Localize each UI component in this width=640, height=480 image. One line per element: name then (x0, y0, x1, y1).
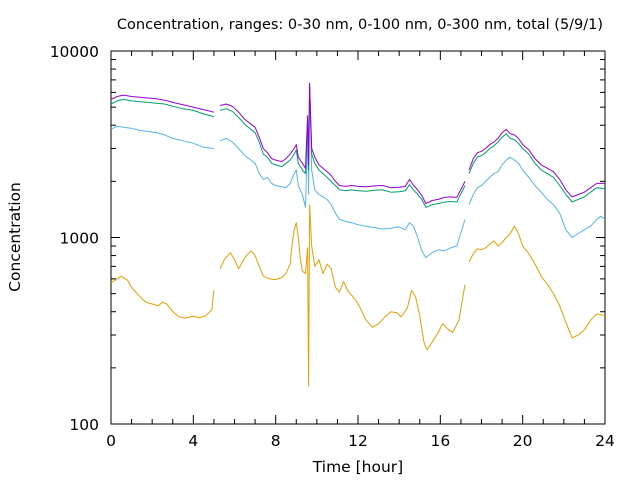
series-segment (110, 275, 215, 319)
y-tick-label: 10000 (50, 43, 99, 61)
x-tick-label: 8 (271, 432, 281, 450)
series-line (110, 204, 606, 387)
series-segment (110, 94, 215, 113)
series-layer (110, 82, 606, 387)
x-tick-label: 16 (430, 432, 450, 450)
y-axis-label: Concentration (6, 182, 24, 292)
series-segment (468, 156, 606, 238)
x-tick-label: 12 (348, 432, 368, 450)
series-segment (219, 204, 466, 387)
x-tick-label: 20 (513, 432, 533, 450)
y-axis: 100 1000 10000 (50, 43, 605, 434)
series-segment (219, 84, 466, 259)
x-axis-label: Time [hour] (312, 458, 403, 476)
plot-frame (110, 50, 606, 425)
series-segment (468, 128, 605, 198)
series-line (110, 82, 605, 205)
x-tick-label: 24 (595, 432, 615, 450)
y-tick-label: 1000 (60, 230, 99, 248)
series-segment (110, 125, 214, 149)
series-segment (468, 225, 606, 339)
series-segment (219, 82, 466, 205)
series-segment (219, 85, 466, 208)
series-line (110, 85, 606, 208)
series-line (110, 84, 606, 259)
x-tick-label: 4 (188, 432, 198, 450)
y-tick-label: 100 (69, 416, 99, 434)
series-segment (468, 133, 606, 203)
chart-title: Concentration, ranges: 0-30 nm, 0-100 nm… (117, 17, 603, 33)
x-axis: 0 4 8 12 16 20 24 (106, 51, 615, 450)
x-tick-label: 0 (106, 432, 116, 450)
series-segment (110, 98, 215, 118)
